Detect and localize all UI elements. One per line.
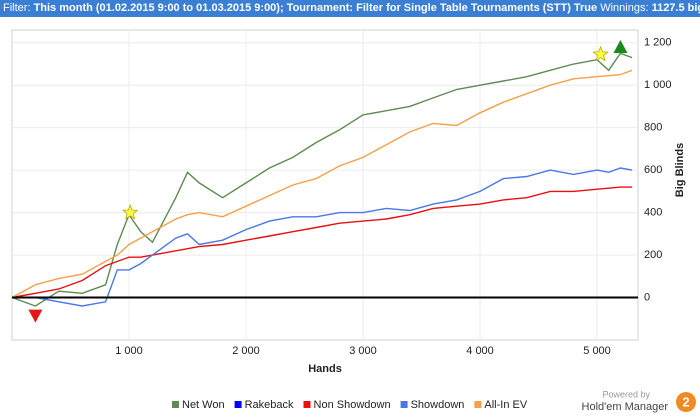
series-line bbox=[11, 186, 633, 299]
series-line bbox=[11, 52, 633, 307]
legend-label: Rakeback bbox=[245, 399, 294, 411]
logo bbox=[676, 392, 696, 412]
y-tick-label: 400 bbox=[644, 207, 662, 219]
x-tick-label: 1 000 bbox=[115, 345, 143, 357]
plot-area bbox=[11, 29, 639, 341]
legend-swatch bbox=[234, 401, 242, 408]
series-line bbox=[11, 69, 633, 299]
winnings-value: 1127.5 big blinds bbox=[651, 2, 700, 14]
marker bbox=[613, 39, 628, 53]
y-tick-label: 0 bbox=[644, 291, 650, 303]
y-axis-title: Big Blinds bbox=[674, 143, 686, 197]
y-tick-label: 600 bbox=[644, 164, 662, 176]
legend-swatch bbox=[172, 401, 179, 408]
marker bbox=[121, 203, 139, 220]
x-tick-label: 4 000 bbox=[466, 345, 494, 357]
logo-text: 2 bbox=[682, 394, 689, 409]
legend-label: Net Won bbox=[182, 399, 225, 411]
x-axis-title: Hands bbox=[308, 363, 342, 375]
filter-value: This month (01.02.2015 9:00 to 01.03.201… bbox=[33, 2, 598, 14]
series-line bbox=[12, 167, 633, 307]
filter-label: Filter: bbox=[3, 2, 34, 14]
legend-label: All-In EV bbox=[484, 399, 527, 411]
marker bbox=[28, 309, 43, 323]
x-tick-label: 5 000 bbox=[583, 345, 611, 357]
brand: Hold'em Manager bbox=[582, 401, 669, 413]
powered-by: Powered by bbox=[602, 389, 650, 399]
legend-swatch bbox=[400, 401, 408, 408]
x-tick-label: 3 000 bbox=[349, 345, 377, 357]
marker bbox=[592, 45, 609, 62]
legend-swatch bbox=[474, 401, 482, 408]
legend-label: Showdown bbox=[411, 399, 465, 411]
x-tick-label: 2 000 bbox=[232, 345, 260, 357]
filter-bar: Filter: This month (01.02.2015 9:00 to 0… bbox=[0, 0, 700, 17]
y-tick-label: 200 bbox=[644, 249, 662, 261]
y-tick-label: 800 bbox=[644, 122, 662, 134]
legend-label: Non Showdown bbox=[314, 399, 391, 411]
legend-swatch bbox=[303, 401, 311, 408]
winnings-label: Winnings: bbox=[597, 2, 652, 14]
y-tick-label: 1 000 bbox=[644, 79, 672, 91]
y-tick-label: 1 200 bbox=[644, 37, 672, 49]
